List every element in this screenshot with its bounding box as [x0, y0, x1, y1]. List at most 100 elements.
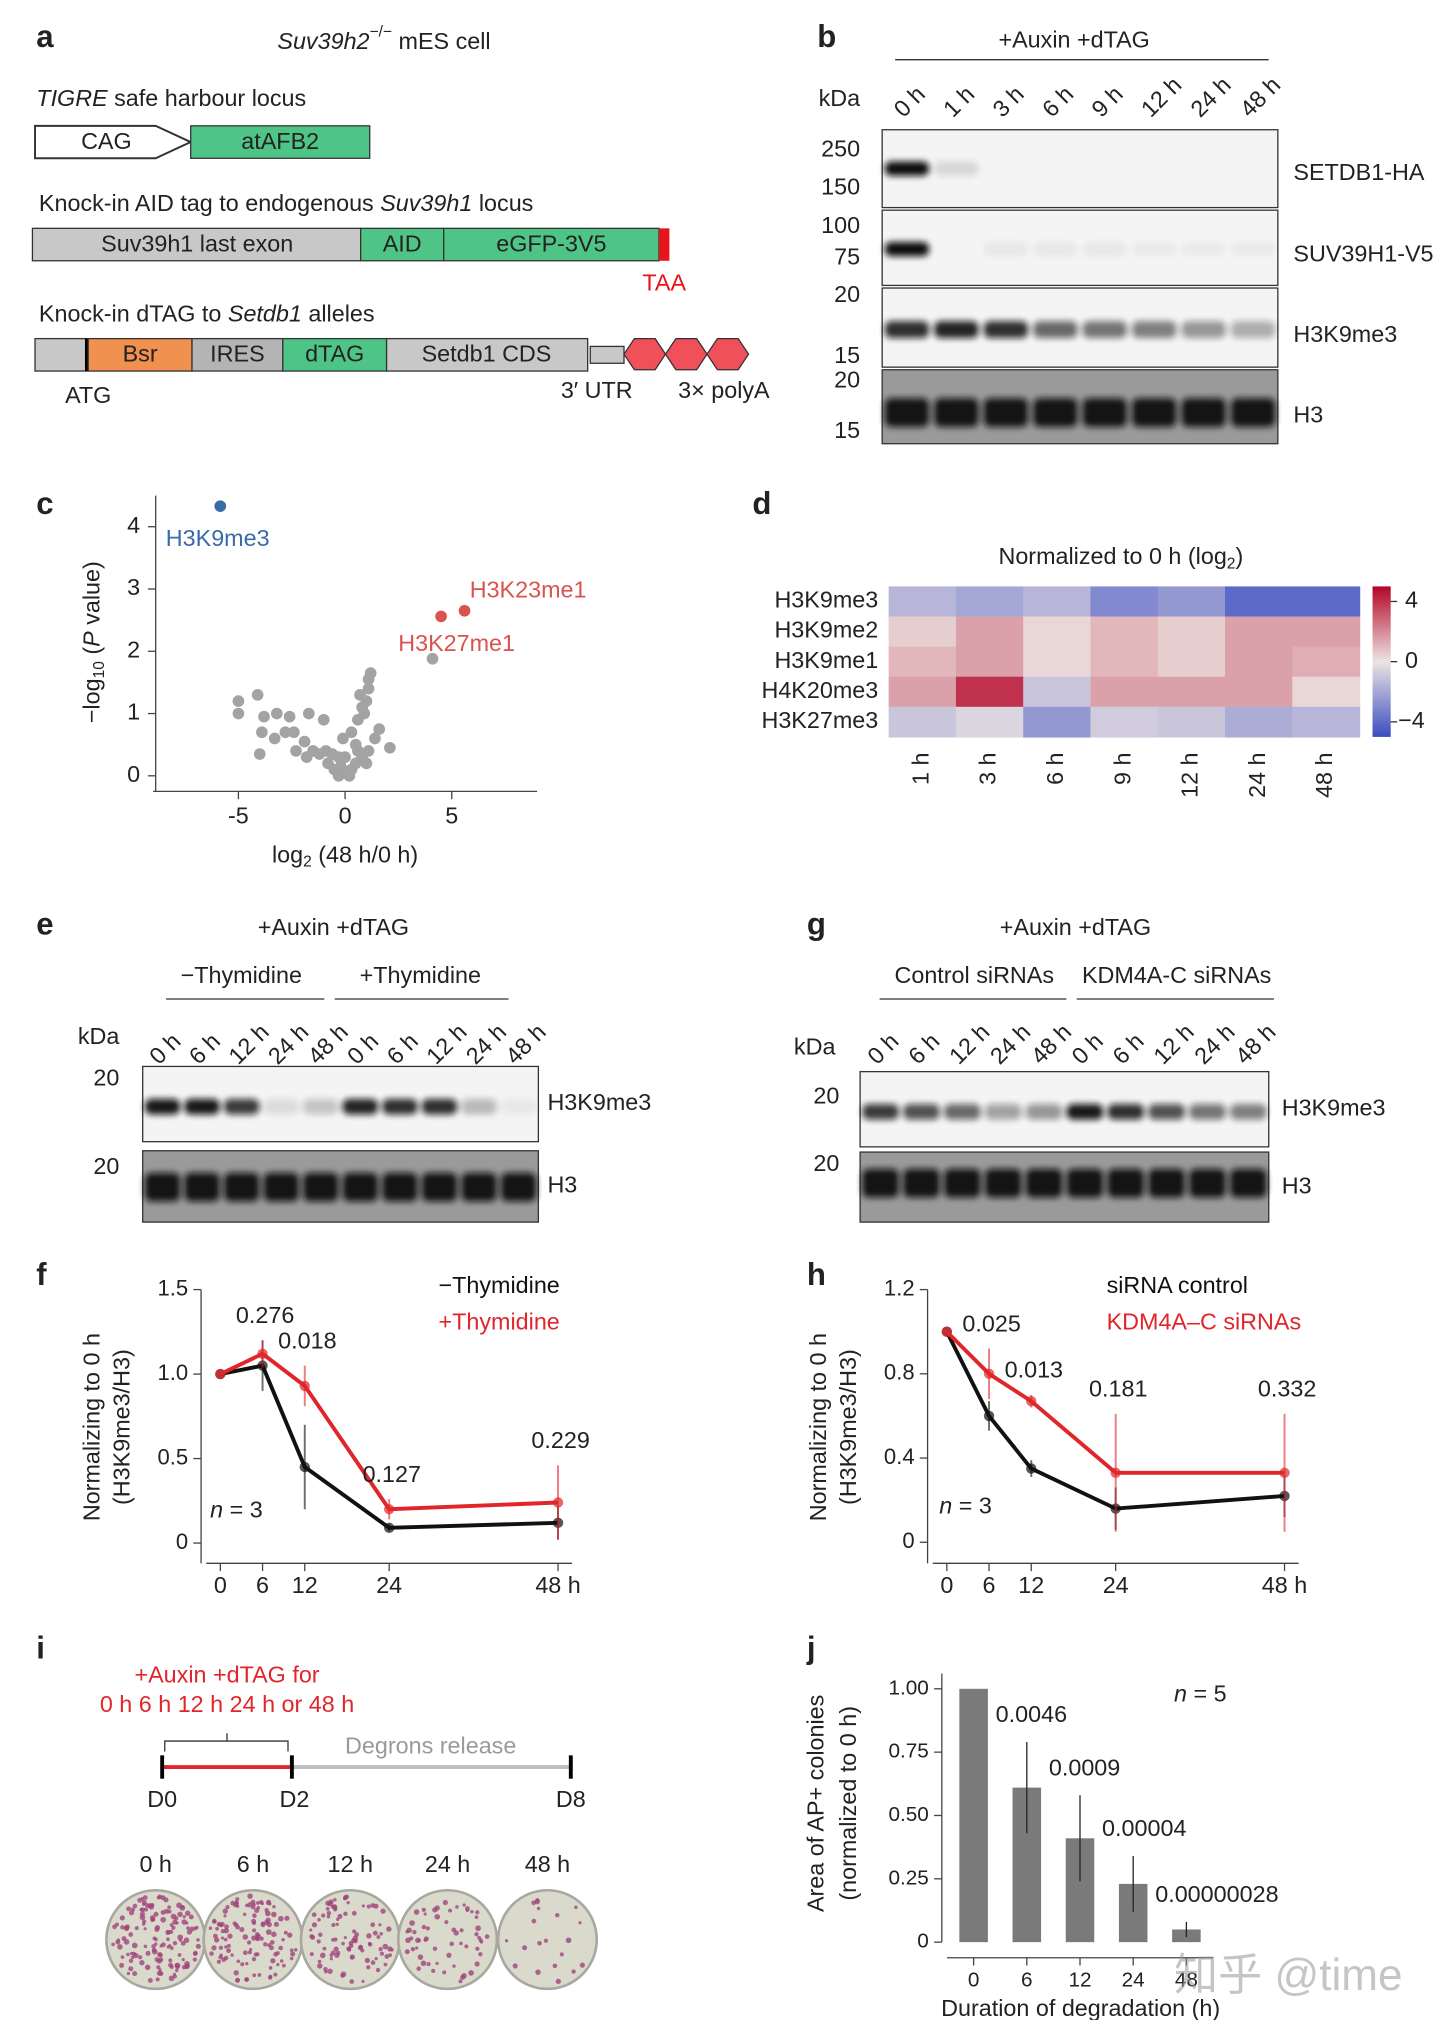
- colony: [535, 1969, 541, 1975]
- p-value-label: 0.025: [962, 1310, 1020, 1336]
- colony: [208, 1926, 213, 1931]
- colony: [112, 1924, 117, 1930]
- y-tick-label: 1.5: [157, 1275, 188, 1300]
- colony: [311, 1912, 317, 1918]
- locus-label: Knock-in AID tag to endogenous Suv39h1 l…: [39, 190, 533, 216]
- lane-label: 24 h: [263, 1019, 314, 1070]
- well-label: 6 h: [237, 1851, 269, 1877]
- column-label: 9 h: [1109, 752, 1135, 784]
- colony: [128, 1966, 134, 1972]
- day-label: D8: [556, 1786, 586, 1812]
- colorbar: [1372, 586, 1391, 737]
- colony: [537, 1940, 542, 1946]
- colony: [172, 1941, 178, 1946]
- point: [288, 726, 300, 739]
- colony: [250, 1899, 256, 1905]
- colony: [459, 1941, 463, 1946]
- colony: [421, 1924, 427, 1930]
- heatmap-cell: [1023, 586, 1092, 618]
- colony: [534, 1898, 541, 1905]
- colony: [383, 1962, 388, 1967]
- blot-band: [184, 1172, 220, 1202]
- colony: [139, 1960, 145, 1966]
- colony: [185, 1910, 191, 1916]
- y-tick-label: 1.00: [888, 1676, 928, 1699]
- treatment-label: +Auxin +dTAG for: [134, 1661, 319, 1687]
- colony: [168, 1958, 173, 1963]
- colony: [343, 1911, 348, 1917]
- bsr-box: [87, 337, 193, 372]
- blot-band: [1131, 241, 1177, 257]
- colony: [284, 1915, 290, 1921]
- kda-label: kDa: [794, 1033, 836, 1059]
- colony: [186, 1929, 192, 1935]
- text-part: = 3: [952, 1493, 992, 1519]
- colony: [504, 1939, 509, 1943]
- colony: [242, 1934, 249, 1940]
- point: [384, 741, 396, 754]
- colony: [130, 1907, 136, 1912]
- day-label: D0: [147, 1786, 177, 1812]
- blot-band: [1033, 398, 1078, 427]
- colony: [434, 1905, 440, 1911]
- colony: [143, 1944, 148, 1949]
- colony: [432, 1946, 438, 1951]
- y-tick-label: 0.50: [888, 1803, 928, 1826]
- colony: [130, 1955, 135, 1960]
- x-tick-label: 12: [1018, 1572, 1044, 1598]
- element-label: Setdb1 CDS: [422, 341, 552, 367]
- colony: [325, 1900, 331, 1906]
- colony: [334, 1952, 340, 1958]
- colony: [329, 1957, 333, 1961]
- x-tick-label: 48 h: [1262, 1572, 1307, 1598]
- colony: [252, 1921, 256, 1925]
- x-tick-label: 6: [983, 1572, 996, 1598]
- y-tick-label: 3: [127, 574, 140, 600]
- colony: [165, 1929, 171, 1935]
- colony: [405, 1929, 410, 1934]
- x-tick-label: 0: [968, 1969, 980, 1992]
- blot-band: [1148, 1104, 1185, 1120]
- y-tick-label: 0: [917, 1930, 929, 1953]
- blot-band: [1148, 1168, 1185, 1198]
- colony: [254, 1907, 260, 1914]
- heatmap-cell: [1157, 586, 1226, 618]
- colony: [351, 1910, 357, 1916]
- blot-band: [223, 1098, 260, 1115]
- lane-label: 48 h: [302, 1019, 353, 1070]
- panel-label: d: [752, 486, 771, 521]
- colony: [423, 1938, 428, 1942]
- colony: [266, 1921, 272, 1928]
- colony: [268, 1966, 273, 1970]
- colony: [220, 1936, 225, 1940]
- lane-label: 9 h: [1086, 81, 1127, 122]
- colony: [343, 1936, 347, 1940]
- x-tick-label: 0: [214, 1572, 227, 1598]
- legend-entry: −Thymidine: [438, 1272, 559, 1298]
- colony: [421, 1907, 426, 1912]
- blot-band: [184, 1098, 220, 1115]
- colony: [294, 1948, 298, 1952]
- blot-band: [884, 161, 930, 176]
- p-value-label: 0.229: [531, 1427, 589, 1453]
- protein-label: H3: [1293, 402, 1323, 428]
- p-value-label: 0.018: [278, 1327, 336, 1353]
- colony: [452, 1964, 456, 1968]
- colony: [370, 1960, 376, 1965]
- blot-band: [421, 1172, 458, 1202]
- colony: [132, 1971, 138, 1977]
- colony: [131, 1951, 137, 1957]
- colony: [325, 1907, 330, 1911]
- point: [1279, 1467, 1290, 1478]
- aid-box: [360, 227, 445, 262]
- element-label: eGFP-3V5: [496, 230, 606, 256]
- text-part: Knock-in AID tag to endogenous: [39, 190, 380, 216]
- colony: [579, 1962, 585, 1968]
- colony: [224, 1945, 228, 1949]
- colony: [227, 1933, 233, 1939]
- kda-marker: 100: [821, 212, 860, 238]
- colony: [416, 1966, 421, 1971]
- group-label: Control siRNAs: [894, 962, 1054, 988]
- y-tick-label: 0.8: [884, 1360, 915, 1385]
- y-tick-label: 4: [127, 512, 140, 538]
